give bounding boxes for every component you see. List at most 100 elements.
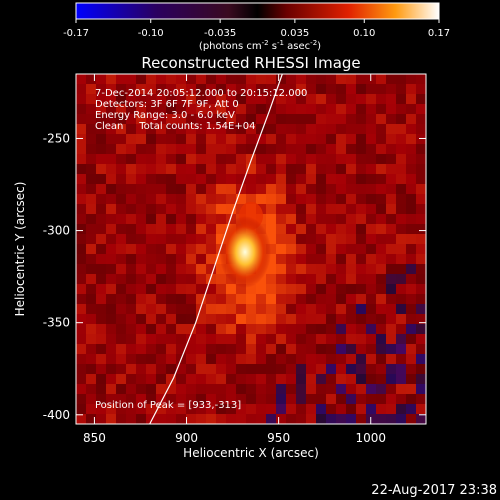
heatmap-cell bbox=[196, 114, 206, 124]
heatmap-cell bbox=[106, 274, 116, 284]
heatmap-cell bbox=[236, 154, 246, 164]
heatmap-cell bbox=[276, 214, 286, 224]
heatmap-cell bbox=[326, 144, 336, 154]
heatmap-cell bbox=[416, 364, 426, 374]
heatmap-cell bbox=[316, 174, 326, 184]
heatmap-cell bbox=[386, 74, 396, 84]
heatmap-cell bbox=[256, 394, 266, 404]
heatmap-cell bbox=[156, 254, 166, 264]
heatmap-cell bbox=[356, 284, 366, 294]
heatmap-cell bbox=[76, 214, 86, 224]
heatmap-cell bbox=[356, 394, 366, 404]
heatmap-cell bbox=[116, 354, 126, 364]
heatmap-cell bbox=[256, 344, 266, 354]
heatmap-cell bbox=[96, 314, 106, 324]
heatmap-cell bbox=[186, 164, 196, 174]
heatmap-cell bbox=[326, 364, 336, 374]
heatmap-cell bbox=[126, 304, 136, 314]
heatmap-cell bbox=[306, 144, 316, 154]
heatmap-cell bbox=[236, 124, 246, 134]
heatmap-cell bbox=[216, 274, 226, 284]
heatmap-cell bbox=[296, 214, 306, 224]
heatmap-cell bbox=[176, 384, 186, 394]
heatmap-cell bbox=[256, 374, 266, 384]
heatmap-cell bbox=[146, 124, 156, 134]
heatmap-cell bbox=[296, 234, 306, 244]
heatmap-cell bbox=[216, 414, 226, 424]
heatmap-cell bbox=[116, 384, 126, 394]
heatmap-cell bbox=[116, 234, 126, 244]
heatmap-cell bbox=[226, 134, 236, 144]
heatmap-cell bbox=[86, 254, 96, 264]
heatmap-cell bbox=[406, 254, 416, 264]
heatmap-cell bbox=[306, 224, 316, 234]
heatmap-cell bbox=[296, 174, 306, 184]
heatmap-cell bbox=[216, 354, 226, 364]
heatmap-cell bbox=[376, 214, 386, 224]
heatmap-cell bbox=[176, 114, 186, 124]
heatmap-cell bbox=[356, 314, 366, 324]
heatmap-cell bbox=[96, 224, 106, 234]
heatmap-cell bbox=[156, 314, 166, 324]
heatmap-cell bbox=[76, 304, 86, 314]
heatmap-cell bbox=[206, 164, 216, 174]
heatmap-cell bbox=[176, 74, 186, 84]
heatmap-cell bbox=[226, 384, 236, 394]
heatmap-cell bbox=[396, 304, 406, 314]
heatmap-cell bbox=[276, 174, 286, 184]
heatmap-cell bbox=[246, 394, 256, 404]
heatmap-cell bbox=[346, 294, 356, 304]
heatmap-cell bbox=[386, 354, 396, 364]
heatmap-cell bbox=[86, 204, 96, 214]
heatmap-cell bbox=[156, 104, 166, 114]
heatmap-cell bbox=[366, 214, 376, 224]
heatmap-cell bbox=[266, 304, 276, 314]
heatmap-cell bbox=[186, 244, 196, 254]
heatmap-cell bbox=[276, 394, 286, 404]
heatmap-cell bbox=[226, 174, 236, 184]
heatmap-cell bbox=[76, 264, 86, 274]
heatmap-cell bbox=[406, 314, 416, 324]
heatmap-cell bbox=[106, 294, 116, 304]
heatmap-cell bbox=[196, 124, 206, 134]
heatmap-cell bbox=[316, 234, 326, 244]
x-axis-label: Heliocentric X (arcsec) bbox=[183, 446, 319, 460]
heatmap-cell bbox=[126, 354, 136, 364]
heatmap-cell bbox=[156, 264, 166, 274]
heatmap-cell bbox=[266, 254, 276, 264]
heatmap-cell bbox=[376, 304, 386, 314]
heatmap-cell bbox=[336, 234, 346, 244]
heatmap-cell bbox=[136, 214, 146, 224]
heatmap-cell bbox=[126, 374, 136, 384]
heatmap-cell bbox=[296, 244, 306, 254]
heatmap-cell bbox=[186, 204, 196, 214]
heatmap-cell bbox=[406, 414, 416, 424]
heatmap-cell bbox=[96, 94, 106, 104]
heatmap-cell bbox=[206, 94, 216, 104]
heatmap-cell bbox=[206, 304, 216, 314]
heatmap-cell bbox=[106, 84, 116, 94]
heatmap-cell bbox=[396, 414, 406, 424]
heatmap-cell bbox=[226, 154, 236, 164]
heatmap-cell bbox=[396, 314, 406, 324]
heatmap-cell bbox=[256, 104, 266, 114]
heatmap-cell bbox=[116, 204, 126, 214]
heatmap-cell bbox=[126, 214, 136, 224]
heatmap-cell bbox=[96, 174, 106, 184]
heatmap-cell bbox=[226, 164, 236, 174]
heatmap-cell bbox=[346, 324, 356, 334]
heatmap-cell bbox=[76, 394, 86, 404]
heatmap-cell bbox=[316, 124, 326, 134]
heatmap-cell bbox=[336, 204, 346, 214]
heatmap-cell bbox=[326, 204, 336, 214]
heatmap-cell bbox=[176, 364, 186, 374]
heatmap-cell bbox=[136, 84, 146, 94]
heatmap-cell bbox=[306, 404, 316, 414]
heatmap-cell bbox=[126, 394, 136, 404]
heatmap-cell bbox=[386, 374, 396, 384]
heatmap-cell bbox=[156, 84, 166, 94]
heatmap-cell bbox=[356, 84, 366, 94]
heatmap-cell bbox=[356, 274, 366, 284]
heatmap-cell bbox=[276, 224, 286, 234]
heatmap-cell bbox=[396, 404, 406, 414]
